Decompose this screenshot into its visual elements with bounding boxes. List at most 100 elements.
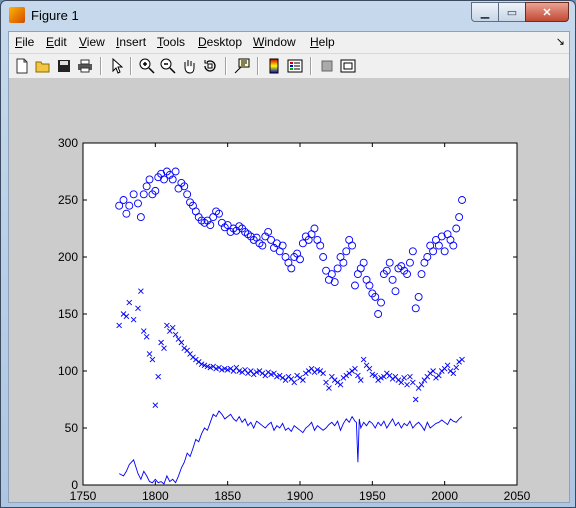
circle-point [183, 190, 192, 199]
hide-plot-tools-icon[interactable] [317, 56, 337, 76]
close-button[interactable]: ✕ [525, 2, 569, 22]
x-point [143, 333, 150, 340]
zoom-in-icon[interactable] [137, 56, 157, 76]
circle-point [217, 218, 226, 227]
x-point [158, 339, 164, 346]
menu-file[interactable]: File [15, 35, 35, 49]
x-tick-label: 1900 [287, 489, 314, 502]
x-point [410, 379, 416, 386]
x-point [401, 375, 407, 381]
x-point [146, 351, 153, 357]
x-point [135, 305, 141, 312]
circle-point [434, 241, 443, 250]
minimize-button[interactable]: ▁ [471, 2, 499, 22]
maximize-button[interactable]: ▭ [498, 2, 526, 22]
circle-point [458, 196, 466, 204]
circle-point [145, 175, 154, 184]
circle-point [449, 241, 458, 250]
circle-point [377, 298, 385, 307]
zoom-out-icon[interactable] [158, 56, 178, 76]
x-point [116, 322, 122, 329]
circle-point [264, 227, 273, 236]
circle-point [278, 241, 287, 250]
menu-desktop[interactable]: Desktop [198, 35, 243, 49]
menu-window[interactable]: Window [253, 35, 296, 49]
colorbar-icon[interactable] [264, 56, 284, 76]
circle-point [405, 258, 414, 267]
new-figure-icon[interactable] [12, 56, 32, 76]
circle-point [220, 223, 229, 232]
toolbar-separator [257, 57, 259, 75]
plot-svg[interactable]: 1750 1800 1850 1900 1950 2000 2050 0 50 100 150 200… [9, 78, 569, 503]
menu-edit[interactable]: Edit [46, 35, 67, 49]
rotate-3d-icon[interactable] [200, 56, 220, 76]
menu-insert[interactable]: Insert [116, 35, 147, 49]
x-point [169, 324, 176, 331]
y-tick-label: 200 [58, 250, 78, 264]
data-cursor-icon[interactable] [232, 56, 252, 76]
legend-icon[interactable] [285, 56, 305, 76]
dock-arrow-icon[interactable]: ↘ [555, 36, 565, 48]
circle-point [119, 196, 128, 204]
x-point [314, 367, 321, 373]
circle-point [270, 243, 278, 252]
circle-point [258, 241, 267, 250]
menu-tools[interactable]: Tools [157, 35, 186, 49]
x-tick-label: 1950 [359, 489, 386, 502]
x-point [164, 322, 170, 329]
pan-hand-icon[interactable] [179, 56, 199, 76]
circle-point [385, 258, 394, 267]
x-point [436, 372, 442, 379]
show-plot-tools-icon[interactable] [338, 56, 358, 76]
x-point [372, 372, 379, 379]
x-point [404, 381, 410, 388]
circle-point [397, 262, 406, 271]
circle-point [371, 292, 380, 301]
menu-view[interactable]: View [79, 35, 105, 49]
circle-point [151, 186, 160, 195]
x-point [161, 345, 167, 352]
circle-point [388, 275, 397, 284]
menu-help[interactable]: Help [310, 35, 335, 49]
title-bar[interactable]: Figure 1 ▁ ▭ ✕ [1, 1, 575, 29]
x-point [178, 339, 185, 346]
circle-point [342, 247, 351, 256]
circle-point [171, 167, 180, 176]
figure-client-area: File Edit View Insert Tools Desktop Wind… [8, 31, 570, 503]
circle-point [168, 175, 177, 184]
circle-point [319, 253, 328, 261]
circle-point [287, 264, 296, 273]
open-file-icon[interactable] [33, 56, 53, 76]
circle-point [206, 221, 215, 230]
circle-point [249, 235, 258, 244]
circle-point [403, 270, 412, 279]
x-tick-label: 2050 [504, 489, 531, 502]
circle-point [232, 226, 241, 235]
x-point [138, 288, 144, 295]
circle-point [417, 270, 426, 279]
x-point [224, 367, 231, 373]
save-icon[interactable] [54, 56, 74, 76]
circle-point [437, 232, 446, 241]
circle-point [267, 235, 276, 244]
x-point [407, 373, 413, 380]
x-point [253, 369, 260, 375]
y-tick-label: 100 [58, 364, 78, 378]
edit-plot-arrow-icon[interactable] [107, 56, 127, 76]
circle-point [125, 201, 134, 210]
figure-toolbar [9, 53, 569, 79]
circle-point [382, 266, 391, 275]
print-icon[interactable] [75, 56, 95, 76]
circle-point [365, 281, 374, 290]
x-point [326, 385, 332, 391]
circle-point [203, 216, 212, 225]
x-point [418, 381, 425, 388]
circle-point [243, 230, 252, 239]
circle-point [330, 278, 339, 287]
x-point [444, 362, 451, 369]
x-tick-label: 2000 [431, 489, 458, 502]
circle-point [455, 213, 464, 222]
circle-point [115, 201, 124, 210]
x-point [155, 373, 162, 380]
